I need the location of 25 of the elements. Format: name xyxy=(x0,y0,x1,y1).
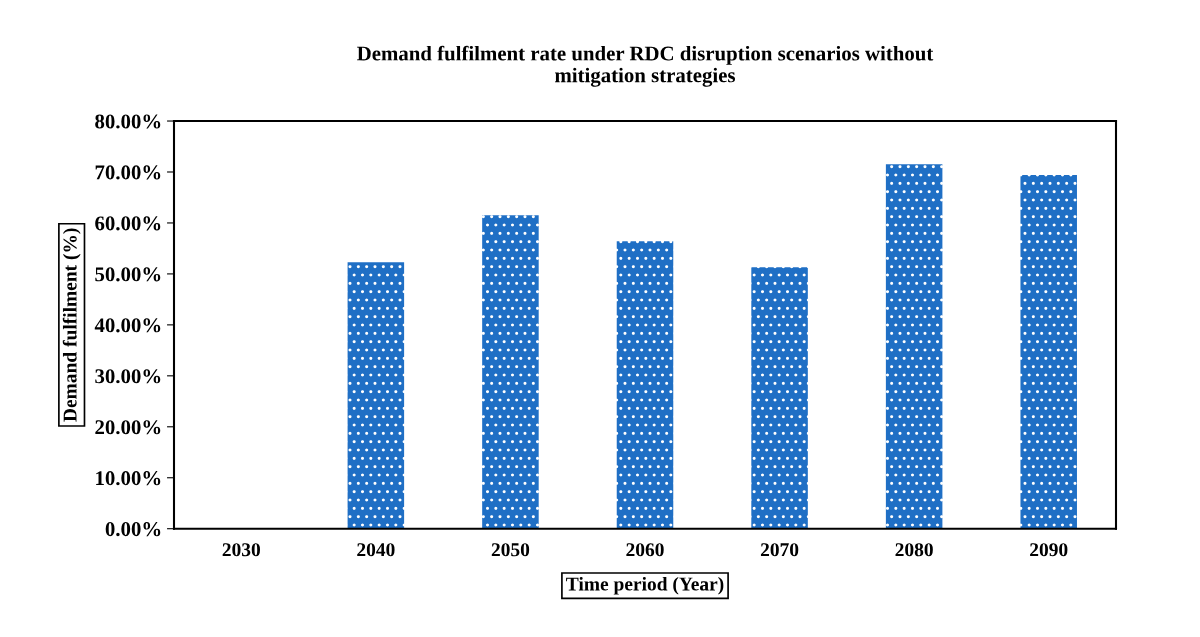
y-tick-label: 80.00% xyxy=(95,114,161,129)
bar xyxy=(751,267,808,529)
y-tick-label: 10.00% xyxy=(96,471,161,486)
chart-title: Demand fulfilment rate under RDC disruption scenarios without mitigation strategies xyxy=(357,45,934,87)
x-tick-label: 2050 xyxy=(491,543,530,557)
y-tick-label: 40.00% xyxy=(94,318,161,333)
x-tick-label: 2030 xyxy=(222,543,260,557)
y-tick-label: 0.00% xyxy=(105,522,161,537)
x-tick-label: 2040 xyxy=(357,543,395,557)
y-tick-label: 70.00% xyxy=(95,165,161,180)
y-tick-label: 20.00% xyxy=(95,420,161,435)
bar xyxy=(616,241,674,529)
y-tick-label: 30.00% xyxy=(95,369,161,384)
x-tick-label: 2060 xyxy=(626,543,664,557)
bar xyxy=(347,262,405,529)
bar xyxy=(482,215,539,529)
bar xyxy=(885,164,943,529)
x-axis-title: Time period (Year) xyxy=(566,576,724,595)
x-tick-label: 2080 xyxy=(895,543,933,557)
y-tick-label: 50.00% xyxy=(95,267,161,282)
x-tick-label: 2070 xyxy=(760,543,799,557)
x-tick-label: 2090 xyxy=(1030,543,1068,557)
bar xyxy=(1020,175,1077,529)
y-axis-title: Demand fulfilment (%) xyxy=(62,228,81,422)
y-tick-label: 60.00% xyxy=(95,216,161,231)
